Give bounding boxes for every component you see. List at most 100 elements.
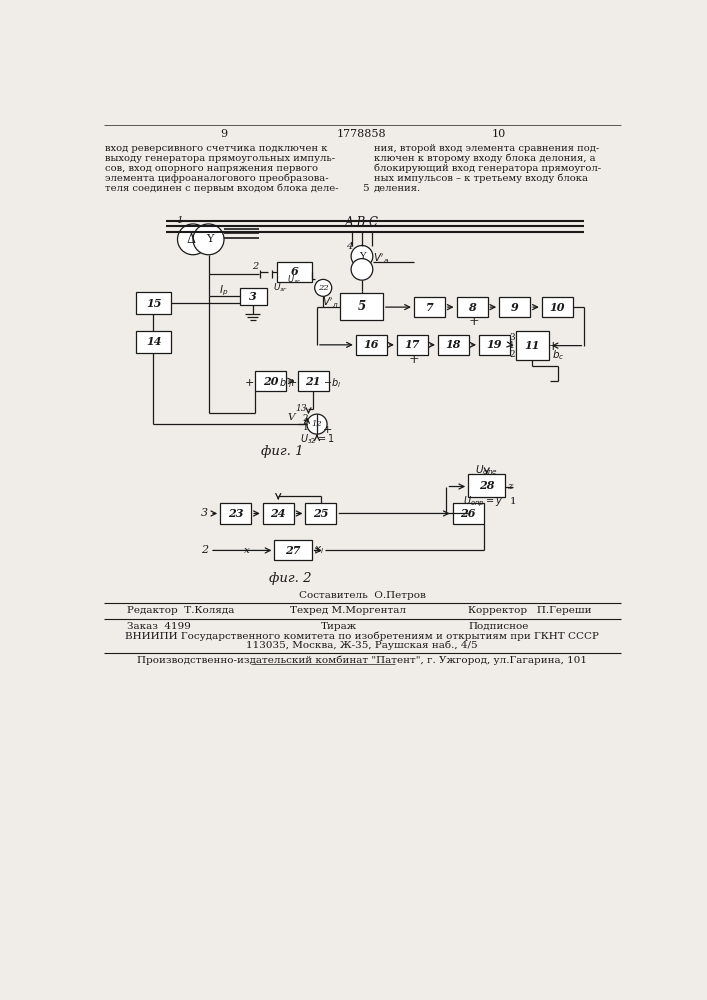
Text: 7: 7 xyxy=(426,302,433,313)
Text: 1: 1 xyxy=(177,216,183,225)
Circle shape xyxy=(351,259,373,280)
Bar xyxy=(457,297,488,317)
Text: Y: Y xyxy=(358,252,366,261)
Bar xyxy=(340,293,383,320)
Bar xyxy=(414,297,445,317)
Text: $U_{зг}$: $U_{зг}$ xyxy=(286,274,301,286)
Text: +: + xyxy=(468,315,479,328)
Text: сов, вход опорного напряжения первого: сов, вход опорного напряжения первого xyxy=(105,164,318,173)
Text: 2: 2 xyxy=(252,262,258,271)
Text: 5: 5 xyxy=(362,184,368,193)
Text: Заказ  4199: Заказ 4199 xyxy=(127,622,191,631)
Text: $U_{зг}$: $U_{зг}$ xyxy=(273,282,288,294)
Bar xyxy=(298,371,329,391)
Text: $-b_l$: $-b_l$ xyxy=(322,376,341,390)
Text: 15: 15 xyxy=(146,298,162,309)
Text: $b'_l$: $b'_l$ xyxy=(279,376,293,390)
Text: $U_{з2}=1$: $U_{з2}=1$ xyxy=(300,433,334,446)
Text: элемента цифроаналогового преобразова-: элемента цифроаналогового преобразова- xyxy=(105,174,329,183)
Text: 23: 23 xyxy=(228,508,243,519)
Text: Тираж: Тираж xyxy=(321,622,357,631)
Bar xyxy=(542,297,573,317)
Text: $U_{опр}=y$: $U_{опр}=y$ xyxy=(464,495,503,509)
Circle shape xyxy=(177,224,209,255)
Text: ных импульсов – к третьему входу блока: ных импульсов – к третьему входу блока xyxy=(373,174,588,183)
Text: выходу генератора прямоугольных импуль-: выходу генератора прямоугольных импуль- xyxy=(105,154,336,163)
Text: +: + xyxy=(322,425,332,435)
Text: ния, второй вход элемента сравнения под-: ния, второй вход элемента сравнения под- xyxy=(373,144,599,153)
Text: 20: 20 xyxy=(263,376,279,387)
Text: 28: 28 xyxy=(479,480,494,491)
Circle shape xyxy=(307,414,327,434)
Text: 18: 18 xyxy=(445,339,461,350)
Bar xyxy=(255,371,286,391)
Text: ВНИИПИ Государственного комитета по изобретениям и открытиям при ГКНТ СССР: ВНИИПИ Государственного комитета по изоб… xyxy=(125,631,599,641)
Text: вход реверсивного счетчика подключен к: вход реверсивного счетчика подключен к xyxy=(105,144,328,153)
Text: 9: 9 xyxy=(221,129,228,139)
Text: 12: 12 xyxy=(312,420,322,428)
Text: 1778858: 1778858 xyxy=(337,129,387,139)
Text: Производственно-издательский комбинат "Патент", г. Ужгород, ул.Гагарина, 101: Производственно-издательский комбинат "П… xyxy=(137,656,587,665)
Bar xyxy=(397,335,428,355)
Text: 21: 21 xyxy=(305,376,321,387)
Text: 22: 22 xyxy=(318,284,329,292)
Text: 10: 10 xyxy=(549,302,565,313)
Bar xyxy=(274,540,312,560)
Text: Δ: Δ xyxy=(187,233,196,246)
Text: 25: 25 xyxy=(313,508,329,519)
Text: +: + xyxy=(548,340,559,353)
Text: блокирующий вход генератора прямоугол-: блокирующий вход генератора прямоугол- xyxy=(373,164,601,173)
Bar xyxy=(136,292,171,314)
Text: $V'_a$: $V'_a$ xyxy=(373,251,390,266)
Text: ключен к второму входу блока делония, а: ключен к второму входу блока делония, а xyxy=(373,154,595,163)
Text: $V'_л$: $V'_л$ xyxy=(322,296,339,310)
Text: 2: 2 xyxy=(201,545,208,555)
Text: Подписное: Подписное xyxy=(468,622,529,631)
Text: 5: 5 xyxy=(358,300,366,313)
Bar xyxy=(452,503,484,524)
Text: фиг. 1: фиг. 1 xyxy=(261,445,303,458)
Text: 16: 16 xyxy=(363,339,379,350)
Text: +: + xyxy=(245,378,255,388)
Text: $I_p$: $I_p$ xyxy=(219,284,228,298)
Text: $U_{one}$: $U_{one}$ xyxy=(475,463,498,477)
Text: 26: 26 xyxy=(460,508,476,519)
Text: 14: 14 xyxy=(146,336,162,347)
Text: 17: 17 xyxy=(404,339,420,350)
Text: Техред М.Моргентал: Техред М.Моргентал xyxy=(290,606,406,615)
Bar xyxy=(516,331,549,360)
Text: 3: 3 xyxy=(510,333,515,342)
Text: +: + xyxy=(409,353,419,366)
Text: 1: 1 xyxy=(510,497,516,506)
Bar xyxy=(276,262,312,282)
Text: +: + xyxy=(288,378,297,388)
Text: 6: 6 xyxy=(291,266,298,277)
Text: $b_c$: $b_c$ xyxy=(551,348,564,362)
Bar xyxy=(263,503,293,524)
Text: Корректор   П.Гереши: Корректор П.Гереши xyxy=(468,606,592,615)
Text: 4: 4 xyxy=(346,242,353,251)
Text: $x_i$: $x_i$ xyxy=(314,545,325,556)
Text: 9: 9 xyxy=(510,302,518,313)
Bar xyxy=(438,335,469,355)
Text: 113035, Москва, Ж-35, Раушская наб., 4/5: 113035, Москва, Ж-35, Раушская наб., 4/5 xyxy=(246,640,478,650)
Bar xyxy=(136,331,171,353)
Text: 2: 2 xyxy=(510,350,515,359)
Text: 11: 11 xyxy=(525,340,540,351)
Text: z: z xyxy=(507,482,513,491)
Text: Редактор  Т.Коляда: Редактор Т.Коляда xyxy=(127,606,235,615)
Text: 24: 24 xyxy=(271,508,286,519)
Bar xyxy=(468,474,506,497)
Text: 27: 27 xyxy=(285,545,300,556)
Text: деления.: деления. xyxy=(373,184,421,193)
Text: 1: 1 xyxy=(303,424,308,432)
Text: 19: 19 xyxy=(486,339,502,350)
Text: фиг. 2: фиг. 2 xyxy=(269,572,311,585)
Text: 1: 1 xyxy=(510,341,515,350)
Text: 13: 13 xyxy=(296,404,308,413)
Text: 8: 8 xyxy=(468,302,476,313)
Text: V: V xyxy=(288,413,296,422)
Bar xyxy=(220,503,251,524)
Bar xyxy=(356,335,387,355)
Bar xyxy=(240,288,267,305)
